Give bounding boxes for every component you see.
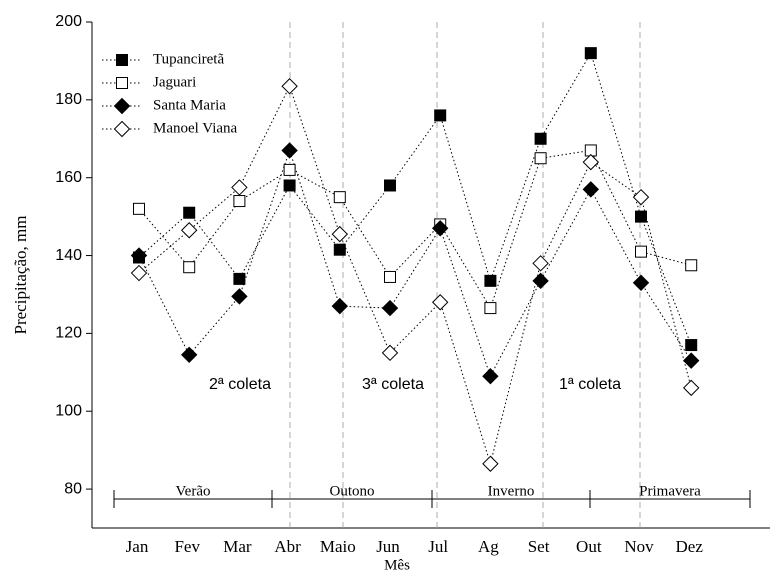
x-tick-label: Dez: [676, 537, 704, 556]
data-point: [183, 261, 196, 274]
x-tick-label: Mar: [223, 537, 252, 556]
data-point: [682, 379, 700, 397]
series-line: [138, 149, 692, 310]
legend-label: Tupanciretã: [153, 51, 224, 67]
data-point: [283, 163, 296, 176]
data-point: [133, 202, 145, 215]
data-point: [231, 288, 248, 305]
legend-label: Manoel Viana: [153, 120, 238, 136]
x-tick-label: Ag: [478, 537, 499, 556]
data-point: [534, 152, 547, 165]
data-point: [183, 206, 196, 219]
data-point: [431, 220, 449, 237]
x-tick-label: Fev: [174, 537, 200, 556]
x-tick-label: Nov: [624, 537, 654, 556]
x-axis-label: Mês: [384, 557, 410, 573]
data-point: [331, 297, 349, 315]
series-line: [138, 51, 692, 346]
data-point: [384, 179, 396, 192]
data-point: [381, 299, 399, 317]
data-point: [333, 191, 346, 204]
x-tick-label: Jan: [126, 537, 149, 556]
y-tick-label: 100: [55, 402, 82, 419]
data-point: [434, 109, 447, 122]
x-tick-label: Out: [576, 537, 602, 556]
data-point: [532, 255, 549, 272]
data-point: [283, 179, 296, 192]
y-tick-label: 80: [64, 480, 82, 497]
legend-label: Jaguari: [153, 74, 196, 90]
data-point: [333, 243, 346, 256]
x-tick-label: Set: [528, 537, 550, 556]
data-point: [635, 245, 647, 258]
data-point: [532, 272, 549, 290]
data-point: [482, 367, 499, 385]
season-label: Outono: [330, 483, 375, 499]
legend-label: Santa Maria: [153, 97, 226, 113]
data-point: [233, 195, 246, 208]
data-point: [685, 339, 698, 352]
data-point: [484, 302, 497, 315]
y-axis-label: Precipitação, mm: [11, 216, 30, 335]
data-point: [685, 259, 698, 272]
season-label: Primavera: [639, 483, 701, 499]
y-tick-label: 140: [55, 247, 82, 264]
data-point: [582, 153, 600, 171]
data-point: [281, 78, 298, 95]
y-tick-label: 200: [55, 13, 82, 30]
y-tick-label: 160: [55, 169, 82, 186]
x-tick-label: Jul: [428, 537, 448, 556]
season-label: Verão: [176, 483, 211, 499]
annotation: 3ª coleta: [362, 376, 424, 393]
series-line: [138, 148, 692, 378]
legend-marker: [116, 54, 128, 66]
data-point: [635, 210, 647, 223]
y-tick-label: 180: [55, 91, 82, 108]
x-tick-label: Jun: [376, 537, 400, 556]
data-point: [682, 352, 700, 369]
data-point: [130, 247, 148, 264]
data-point: [632, 274, 650, 291]
legend-marker: [116, 77, 128, 89]
data-point: [431, 294, 449, 311]
data-point: [381, 344, 399, 362]
y-tick-label: 120: [55, 325, 82, 342]
legend-marker: [113, 97, 131, 115]
legend-marker: [113, 120, 131, 138]
data-point: [231, 179, 248, 196]
series-line: [138, 84, 692, 466]
data-point: [233, 272, 246, 285]
data-point: [331, 225, 349, 243]
data-point: [130, 264, 148, 282]
season-label: Inverno: [488, 483, 535, 499]
data-point: [584, 47, 597, 60]
annotation: 1ª coleta: [559, 376, 621, 393]
data-point: [484, 274, 497, 287]
x-tick-label: Abr: [274, 537, 301, 556]
data-point: [582, 181, 600, 198]
data-point: [180, 346, 198, 363]
data-point: [482, 455, 499, 472]
data-point: [534, 132, 547, 145]
data-point: [384, 270, 396, 283]
data-point: [632, 188, 650, 206]
data-point: [281, 142, 298, 159]
annotation: 2ª coleta: [209, 376, 271, 393]
data-point: [180, 222, 198, 239]
x-tick-label: Maio: [320, 537, 356, 556]
